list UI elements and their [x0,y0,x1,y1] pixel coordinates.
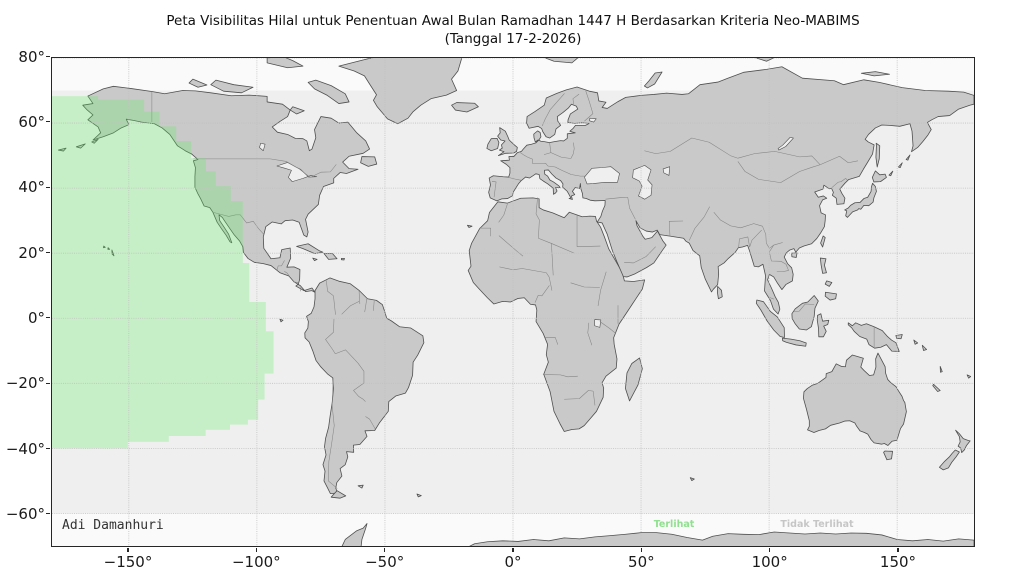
y-tick-mark [46,121,50,123]
y-tick-mark [46,186,50,188]
y-tick-label: 40° [18,178,45,197]
y-tick-label: −20° [5,374,45,393]
x-tick-label: 50° [628,552,655,571]
y-tick-mark [46,251,50,254]
y-tick-mark [46,513,50,515]
x-tick-mark [897,547,899,552]
y-tick-label: 80° [18,47,45,66]
land-layer [58,57,974,546]
visibility-region-overlay [52,95,274,448]
x-tick-label: 150° [879,552,917,571]
y-tick-mark [46,317,50,319]
author-credit: Adi Damanhuri [62,518,164,533]
world-map-svg [52,57,974,546]
map-plot-area [51,56,975,547]
x-tick-label: 0° [504,552,522,571]
x-tick-mark [512,547,514,552]
x-tick-mark [127,547,129,552]
x-tick-label: −50° [365,552,405,571]
y-tick-label: 60° [18,112,45,131]
y-tick-label: −40° [5,439,45,458]
x-tick-label: −150° [103,552,153,571]
country-borders-layer [152,90,874,488]
x-tick-mark [384,547,386,552]
x-tick-label: −100° [231,552,281,571]
y-tick-label: 20° [18,243,45,262]
title-line-1: Peta Visibilitas Hilal untuk Penentuan A… [166,13,860,29]
plot-title: Peta Visibilitas Hilal untuk Penentuan A… [51,12,975,48]
x-tick-mark [769,547,771,552]
legend-not-visible-label: Tidak Terlihat [780,519,854,530]
y-tick-mark [46,382,50,384]
title-line-2: (Tanggal 17-2-2026) [444,31,582,47]
grid-layer [52,58,974,546]
y-tick-mark [46,55,50,58]
x-tick-label: 100° [751,552,788,571]
y-tick-mark [46,447,50,450]
x-tick-mark [640,547,642,552]
x-tick-mark [255,547,257,552]
y-tick-label: −60° [5,504,45,523]
y-tick-label: 0° [27,308,45,327]
legend-visible-label: Terlihat [653,519,695,530]
